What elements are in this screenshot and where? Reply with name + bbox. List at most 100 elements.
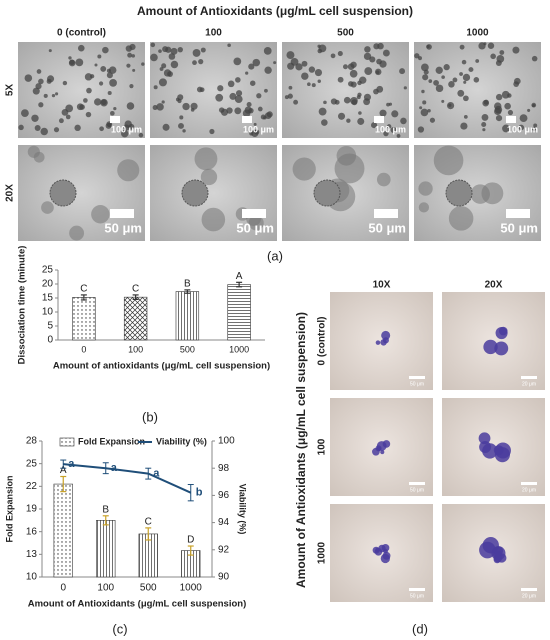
image-bg — [282, 42, 409, 138]
scale-bar — [409, 588, 425, 591]
x-tick-label: 1000 — [229, 344, 249, 354]
cell — [127, 52, 133, 58]
cell — [62, 80, 68, 86]
x-axis-label: Amount of antioxidants (μg/mL cell suspe… — [53, 361, 270, 372]
cell — [435, 66, 443, 74]
cell — [179, 115, 184, 120]
cell — [256, 93, 262, 99]
cell — [386, 124, 392, 129]
cell — [428, 79, 433, 83]
cell — [102, 46, 109, 54]
cell — [110, 110, 115, 116]
cell — [125, 45, 133, 52]
cell — [99, 81, 104, 86]
cell — [377, 42, 384, 50]
cell — [463, 80, 467, 84]
column-header: 500 — [337, 28, 354, 39]
cell — [257, 106, 263, 112]
cell — [336, 146, 357, 166]
cell — [433, 79, 439, 86]
scale-label: 50 μm — [368, 220, 406, 235]
cell — [40, 127, 48, 136]
cell — [356, 95, 361, 100]
stained-cell — [494, 341, 509, 356]
cell — [27, 145, 40, 158]
cell — [106, 68, 111, 73]
cell — [292, 157, 316, 181]
cell — [35, 83, 42, 90]
cell — [323, 100, 327, 105]
cell — [107, 90, 112, 96]
scale-label: 100 μm — [507, 124, 538, 134]
y-tick-label: 100 — [218, 436, 235, 447]
significance-letter: D — [187, 535, 194, 546]
cell — [159, 67, 164, 71]
scale-bar — [409, 376, 425, 379]
cell — [106, 72, 113, 79]
cell — [501, 90, 510, 99]
cell — [108, 66, 117, 74]
cell — [263, 46, 272, 55]
column-header: 100 — [205, 28, 222, 39]
cell — [99, 126, 104, 132]
cell — [18, 124, 24, 131]
stained-cell — [381, 543, 390, 552]
error-bar — [60, 459, 67, 469]
cell — [233, 57, 242, 66]
cell — [100, 98, 108, 107]
cell — [504, 102, 511, 110]
cell — [490, 53, 496, 60]
cell — [357, 117, 365, 125]
y-tick-label: 98 — [218, 463, 230, 474]
micrograph: 20 μm — [442, 398, 545, 496]
cell — [126, 102, 135, 110]
cell — [350, 96, 358, 105]
cell — [350, 61, 357, 68]
micrograph: 50 μm — [150, 145, 277, 241]
micrograph: 50 μm — [330, 292, 433, 390]
panel-label: (b) — [142, 409, 158, 424]
cell — [215, 93, 224, 102]
cell — [435, 84, 444, 93]
x-tick-label: 1000 — [180, 583, 203, 594]
cell — [248, 63, 255, 70]
scale-bar — [242, 116, 252, 123]
x-tick-label: 0 — [81, 344, 86, 354]
error-bar — [184, 289, 191, 294]
cell — [418, 181, 433, 196]
cell — [150, 53, 158, 62]
cell — [220, 108, 229, 116]
y-tick-label: 10 — [42, 307, 54, 318]
scale-label: 50 μm — [236, 220, 274, 235]
cell — [77, 44, 85, 52]
image-bg — [414, 42, 541, 138]
cell — [132, 68, 136, 72]
cell — [85, 111, 92, 118]
cell — [330, 98, 338, 105]
cell — [399, 68, 406, 75]
cell — [473, 77, 480, 83]
cell — [396, 134, 401, 138]
cell — [452, 77, 458, 83]
x-axis-label: Amount of Antioxidants (μg/mL cell suspe… — [28, 599, 247, 610]
cell — [38, 78, 44, 85]
cell — [459, 44, 465, 50]
y-axis-label: Dissociation time (minute) — [17, 246, 28, 365]
scale-label: 50 μm — [410, 593, 424, 599]
cell — [346, 118, 351, 123]
y-tick-label: 94 — [218, 517, 230, 528]
cell — [376, 58, 382, 65]
bar — [96, 520, 116, 578]
y-tick-label: 90 — [218, 572, 230, 583]
cell — [483, 42, 487, 46]
stained-cell — [479, 541, 496, 559]
cell — [38, 102, 44, 108]
significance-letter: a — [153, 468, 160, 480]
cell — [495, 115, 503, 122]
cell — [167, 71, 173, 77]
micrograph: 100 μm — [150, 42, 277, 138]
cell — [317, 79, 321, 83]
cell — [295, 63, 303, 71]
cell — [391, 110, 399, 118]
stained-cell — [375, 547, 380, 553]
